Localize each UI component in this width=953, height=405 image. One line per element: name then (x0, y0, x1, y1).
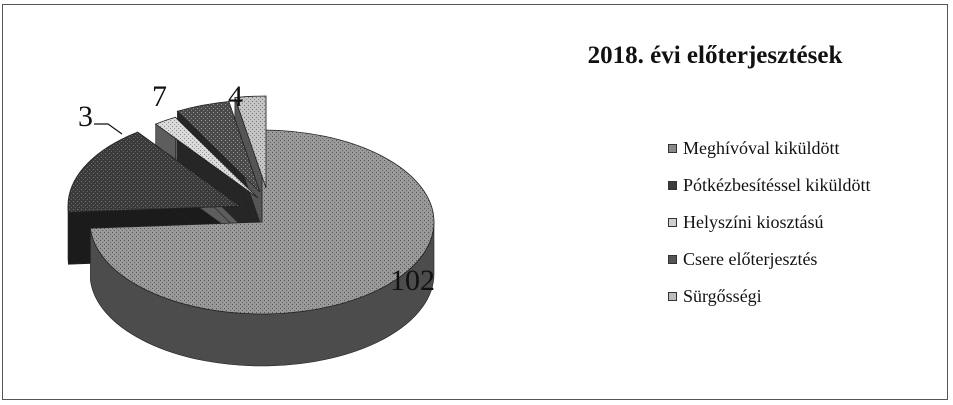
legend-item: Pótkézbesítéssel kiküldött (668, 175, 870, 195)
legend-label: Meghívóval kiküldött (683, 137, 840, 158)
pie-slice (67, 131, 242, 213)
pie-slices (67, 95, 435, 367)
data-labels: 102 3 7 4 (78, 80, 435, 297)
chart-title: 2018. évi előterjesztések (587, 42, 843, 69)
data-label: 7 (152, 80, 167, 113)
data-label: 3 (78, 100, 93, 133)
legend-item: Sürgősségi (668, 286, 870, 306)
legend-swatch (668, 180, 677, 190)
legend-item: Meghívóval kiküldött (668, 138, 870, 158)
pie-slice (154, 116, 259, 199)
chart-frame (2, 4, 948, 400)
pie-slice (176, 101, 261, 193)
legend-swatch (668, 217, 677, 227)
data-label: 4 (228, 80, 243, 113)
legend-swatch (668, 143, 677, 153)
legend-label: Helyszíni kiosztású (683, 211, 824, 232)
data-label: 102 (390, 264, 435, 297)
legend-swatch (668, 291, 677, 301)
legend-item: Csere előterjesztés (668, 249, 870, 269)
legend-swatch (668, 254, 677, 264)
legend-item: Helyszíni kiosztású (668, 212, 870, 232)
pie-slice (89, 129, 435, 315)
legend-label: Sürgősségi (683, 285, 762, 306)
leader-line (94, 123, 123, 135)
legend-label: Pótkézbesítéssel kiküldött (683, 174, 871, 195)
legend-label: Csere előterjesztés (683, 248, 818, 269)
legend: Meghívóval kiküldött Pótkézbesítéssel ki… (668, 138, 870, 323)
pie-slice (234, 95, 267, 189)
